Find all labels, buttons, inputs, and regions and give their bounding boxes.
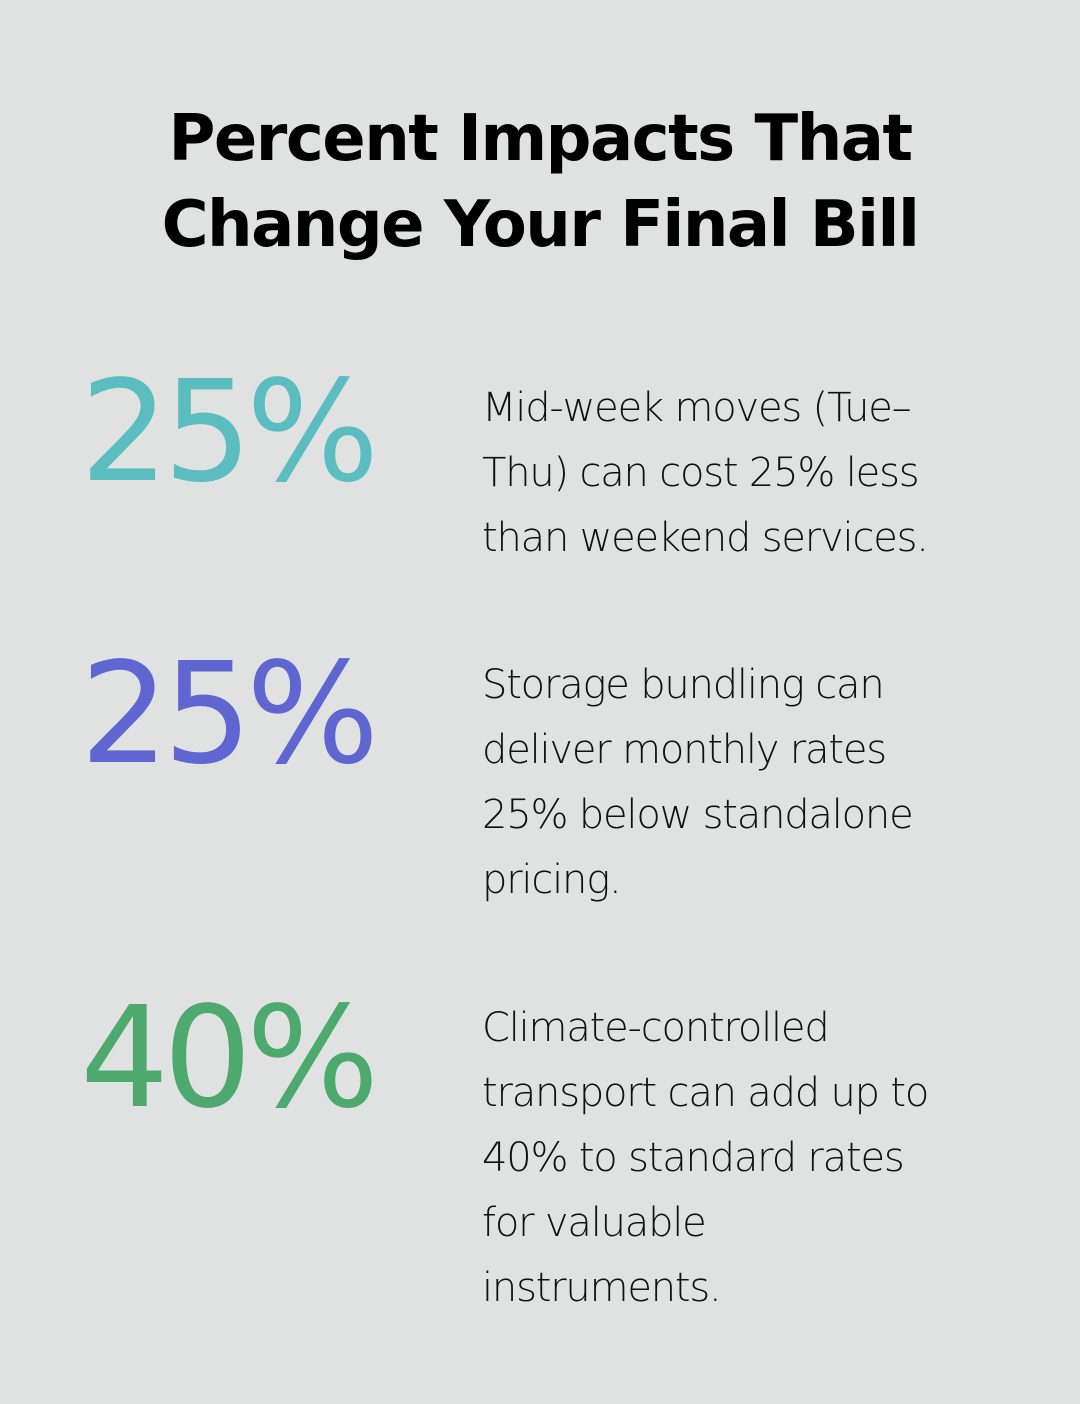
stat-value: 25% <box>80 351 379 514</box>
stat-description: Mid-week moves (Tue– Thu) can cost 25% l… <box>482 376 1022 571</box>
desc-line: deliver monthly rates <box>482 727 887 773</box>
stat-description: Storage bundling can deliver monthly rat… <box>482 653 1022 913</box>
desc-line: Climate-controlled <box>482 1005 830 1051</box>
title-line-2: Change Your Final Bill <box>161 188 920 262</box>
page-title: Percent Impacts That Change Your Final B… <box>0 96 1080 268</box>
stat-value: 40% <box>80 977 379 1140</box>
title-line-1: Percent Impacts That <box>168 102 913 176</box>
desc-line: transport can add up to <box>482 1070 929 1116</box>
stat-value: 25% <box>80 633 379 796</box>
desc-line: instruments. <box>482 1265 722 1311</box>
desc-line: 40% to standard rates <box>482 1135 905 1181</box>
desc-line: Thu) can cost 25% less <box>482 450 920 496</box>
stat-description: Climate-controlled transport can add up … <box>482 996 1022 1321</box>
desc-line: for valuable <box>482 1200 707 1246</box>
desc-line: Storage bundling can <box>482 662 885 708</box>
desc-line: than weekend services. <box>482 515 929 561</box>
desc-line: 25% below standalone <box>482 792 914 838</box>
desc-line: Mid-week moves (Tue– <box>482 385 912 431</box>
desc-line: pricing. <box>482 857 622 903</box>
